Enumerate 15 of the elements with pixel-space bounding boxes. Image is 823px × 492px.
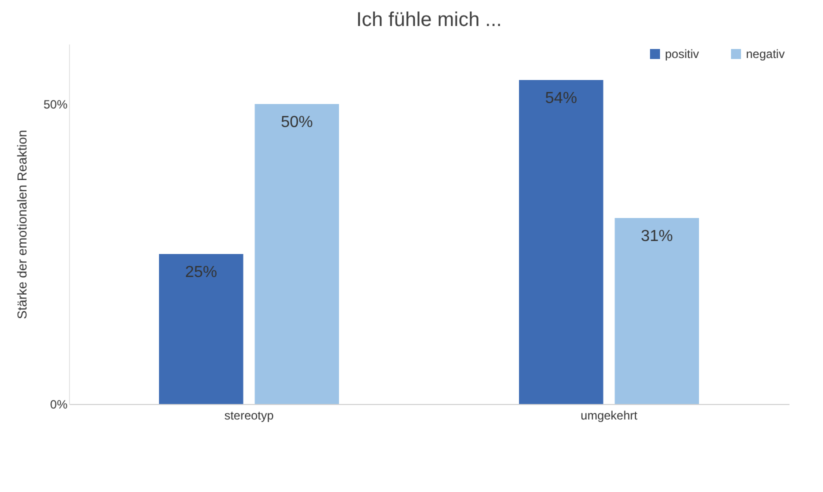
y-tick-label: 0% [50,398,68,412]
data-label: 54% [545,90,578,107]
bar [254,104,339,404]
bar [519,80,604,404]
bar [159,254,244,404]
legend-label: negativ [746,47,785,61]
x-tick-label: umgekehrt [580,408,638,422]
data-label: 50% [280,114,313,131]
bar [614,218,699,404]
chart-title: Ich fühle mich ... [356,9,502,31]
data-label: 25% [185,264,218,281]
data-label: 31% [640,228,673,245]
y-axis-title: Stärke der emotionalen Reaktion [14,130,30,320]
legend-label: positiv [665,47,700,61]
x-tick-label: stereotyp [224,408,274,422]
